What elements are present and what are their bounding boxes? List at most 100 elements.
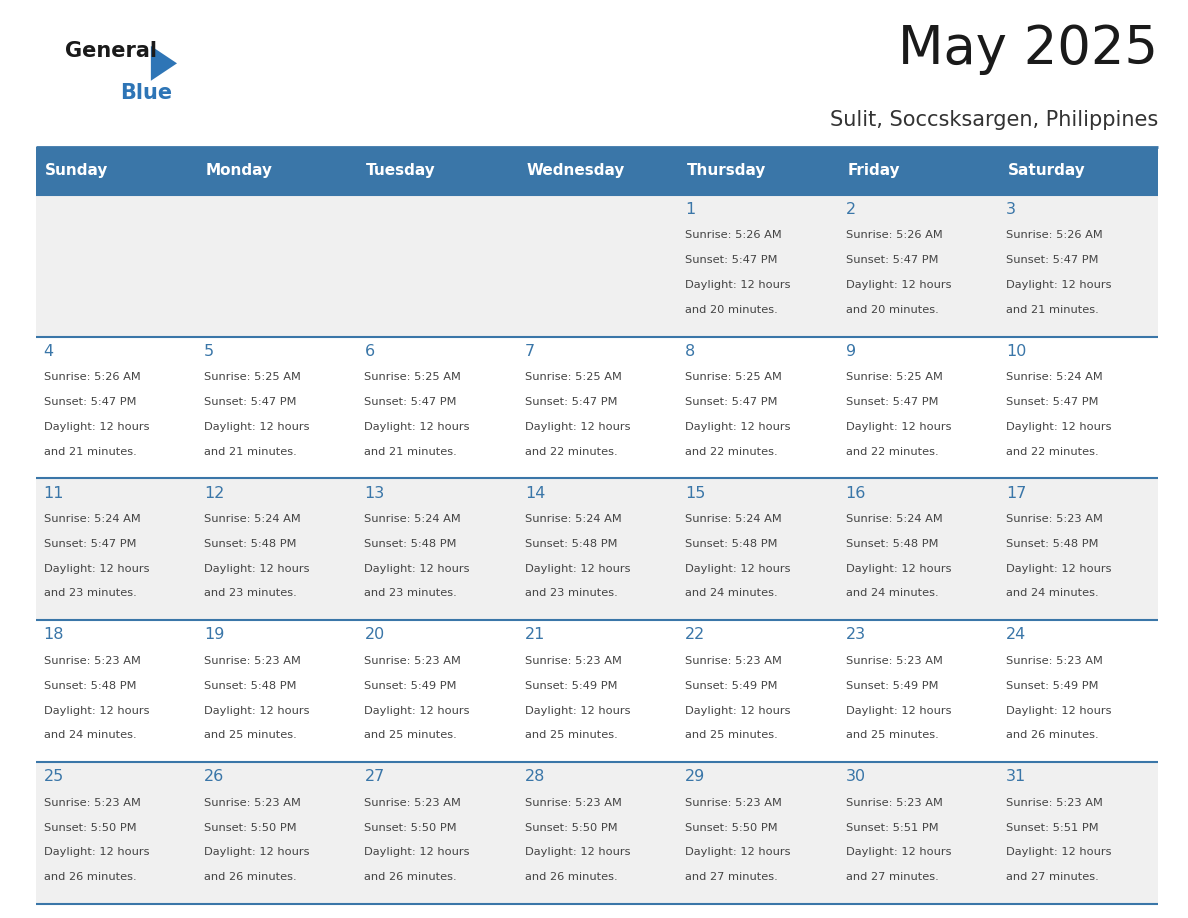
Text: Sunset: 5:47 PM: Sunset: 5:47 PM bbox=[846, 255, 939, 265]
Text: 2: 2 bbox=[846, 202, 855, 217]
Text: Saturday: Saturday bbox=[1007, 163, 1086, 178]
Bar bbox=[36, 478, 1158, 621]
Text: Sunset: 5:47 PM: Sunset: 5:47 PM bbox=[44, 397, 137, 407]
Text: and 27 minutes.: and 27 minutes. bbox=[846, 872, 939, 882]
Text: and 26 minutes.: and 26 minutes. bbox=[204, 872, 297, 882]
Text: 27: 27 bbox=[365, 769, 385, 784]
Text: Daylight: 12 hours: Daylight: 12 hours bbox=[846, 280, 952, 290]
Text: Daylight: 12 hours: Daylight: 12 hours bbox=[1006, 280, 1112, 290]
Text: Sunrise: 5:25 AM: Sunrise: 5:25 AM bbox=[204, 372, 301, 382]
Text: Daylight: 12 hours: Daylight: 12 hours bbox=[525, 706, 631, 715]
Polygon shape bbox=[151, 46, 177, 81]
Text: and 21 minutes.: and 21 minutes. bbox=[204, 446, 297, 456]
Text: Blue: Blue bbox=[120, 83, 172, 103]
Text: Daylight: 12 hours: Daylight: 12 hours bbox=[365, 564, 470, 574]
Text: Sunrise: 5:23 AM: Sunrise: 5:23 AM bbox=[204, 655, 301, 666]
Text: Daylight: 12 hours: Daylight: 12 hours bbox=[525, 421, 631, 431]
Text: Sunrise: 5:23 AM: Sunrise: 5:23 AM bbox=[685, 798, 782, 808]
Text: 10: 10 bbox=[1006, 343, 1026, 359]
Text: Sunrise: 5:23 AM: Sunrise: 5:23 AM bbox=[1006, 655, 1102, 666]
Text: Sunset: 5:50 PM: Sunset: 5:50 PM bbox=[204, 823, 297, 833]
Text: Sunrise: 5:24 AM: Sunrise: 5:24 AM bbox=[365, 514, 461, 524]
Text: Sunset: 5:47 PM: Sunset: 5:47 PM bbox=[685, 255, 778, 265]
Text: 9: 9 bbox=[846, 343, 855, 359]
Text: and 27 minutes.: and 27 minutes. bbox=[1006, 872, 1099, 882]
Bar bbox=[36, 337, 1158, 478]
Bar bbox=[36, 195, 1158, 337]
Text: and 25 minutes.: and 25 minutes. bbox=[365, 731, 457, 741]
Text: and 25 minutes.: and 25 minutes. bbox=[204, 731, 297, 741]
Text: Daylight: 12 hours: Daylight: 12 hours bbox=[685, 280, 791, 290]
Text: 17: 17 bbox=[1006, 486, 1026, 500]
Text: Sunset: 5:47 PM: Sunset: 5:47 PM bbox=[44, 539, 137, 549]
Text: Sunrise: 5:24 AM: Sunrise: 5:24 AM bbox=[1006, 372, 1102, 382]
Text: Daylight: 12 hours: Daylight: 12 hours bbox=[44, 706, 150, 715]
Text: Daylight: 12 hours: Daylight: 12 hours bbox=[685, 847, 791, 857]
Text: Daylight: 12 hours: Daylight: 12 hours bbox=[846, 421, 952, 431]
Text: Daylight: 12 hours: Daylight: 12 hours bbox=[525, 847, 631, 857]
Text: Sunset: 5:48 PM: Sunset: 5:48 PM bbox=[204, 681, 297, 690]
Text: 4: 4 bbox=[44, 343, 53, 359]
Text: Sunrise: 5:23 AM: Sunrise: 5:23 AM bbox=[204, 798, 301, 808]
Text: 31: 31 bbox=[1006, 769, 1026, 784]
Text: 1: 1 bbox=[685, 202, 695, 217]
Text: Sunrise: 5:23 AM: Sunrise: 5:23 AM bbox=[1006, 798, 1102, 808]
Text: 7: 7 bbox=[525, 343, 535, 359]
Text: Sunset: 5:47 PM: Sunset: 5:47 PM bbox=[525, 397, 618, 407]
Text: and 22 minutes.: and 22 minutes. bbox=[685, 446, 778, 456]
Text: Daylight: 12 hours: Daylight: 12 hours bbox=[44, 421, 150, 431]
Text: and 26 minutes.: and 26 minutes. bbox=[525, 872, 618, 882]
Text: Sunrise: 5:23 AM: Sunrise: 5:23 AM bbox=[365, 655, 461, 666]
Text: Sunset: 5:49 PM: Sunset: 5:49 PM bbox=[365, 681, 457, 690]
Text: Sunset: 5:50 PM: Sunset: 5:50 PM bbox=[44, 823, 137, 833]
Text: and 25 minutes.: and 25 minutes. bbox=[846, 731, 939, 741]
Text: and 20 minutes.: and 20 minutes. bbox=[846, 305, 939, 315]
Text: Daylight: 12 hours: Daylight: 12 hours bbox=[44, 847, 150, 857]
Text: Sunrise: 5:24 AM: Sunrise: 5:24 AM bbox=[685, 514, 782, 524]
Text: General: General bbox=[65, 41, 157, 62]
Text: Daylight: 12 hours: Daylight: 12 hours bbox=[1006, 706, 1112, 715]
Text: 22: 22 bbox=[685, 628, 706, 643]
Text: 3: 3 bbox=[1006, 202, 1016, 217]
Text: and 24 minutes.: and 24 minutes. bbox=[44, 731, 137, 741]
Text: Daylight: 12 hours: Daylight: 12 hours bbox=[204, 421, 310, 431]
Text: 28: 28 bbox=[525, 769, 545, 784]
Text: 19: 19 bbox=[204, 628, 225, 643]
Text: and 26 minutes.: and 26 minutes. bbox=[44, 872, 137, 882]
Bar bbox=[517, 147, 677, 195]
Text: Sunset: 5:50 PM: Sunset: 5:50 PM bbox=[685, 823, 778, 833]
Text: Sulit, Soccsksargen, Philippines: Sulit, Soccsksargen, Philippines bbox=[830, 110, 1158, 130]
Text: Daylight: 12 hours: Daylight: 12 hours bbox=[846, 564, 952, 574]
Bar bbox=[196, 147, 356, 195]
Text: Friday: Friday bbox=[847, 163, 899, 178]
Text: and 20 minutes.: and 20 minutes. bbox=[685, 305, 778, 315]
Text: Sunset: 5:51 PM: Sunset: 5:51 PM bbox=[846, 823, 939, 833]
Text: and 25 minutes.: and 25 minutes. bbox=[685, 731, 778, 741]
Text: and 24 minutes.: and 24 minutes. bbox=[846, 588, 939, 599]
Text: and 25 minutes.: and 25 minutes. bbox=[525, 731, 618, 741]
Text: 15: 15 bbox=[685, 486, 706, 500]
Text: Sunset: 5:51 PM: Sunset: 5:51 PM bbox=[1006, 823, 1099, 833]
Text: Sunrise: 5:24 AM: Sunrise: 5:24 AM bbox=[204, 514, 301, 524]
Text: Daylight: 12 hours: Daylight: 12 hours bbox=[685, 421, 791, 431]
Text: Sunrise: 5:23 AM: Sunrise: 5:23 AM bbox=[44, 655, 140, 666]
Text: and 24 minutes.: and 24 minutes. bbox=[1006, 588, 1099, 599]
Bar bbox=[36, 147, 196, 195]
Bar bbox=[356, 147, 517, 195]
Text: 20: 20 bbox=[365, 628, 385, 643]
Text: Sunset: 5:49 PM: Sunset: 5:49 PM bbox=[1006, 681, 1099, 690]
Text: 18: 18 bbox=[44, 628, 64, 643]
Text: Sunrise: 5:23 AM: Sunrise: 5:23 AM bbox=[44, 798, 140, 808]
Text: and 21 minutes.: and 21 minutes. bbox=[44, 446, 137, 456]
Text: Thursday: Thursday bbox=[687, 163, 766, 178]
Text: Daylight: 12 hours: Daylight: 12 hours bbox=[846, 847, 952, 857]
Text: Sunset: 5:48 PM: Sunset: 5:48 PM bbox=[44, 681, 137, 690]
Bar bbox=[36, 621, 1158, 762]
Text: Sunday: Sunday bbox=[45, 163, 108, 178]
Text: 6: 6 bbox=[365, 343, 374, 359]
Text: Daylight: 12 hours: Daylight: 12 hours bbox=[1006, 847, 1112, 857]
Text: Daylight: 12 hours: Daylight: 12 hours bbox=[365, 421, 470, 431]
Text: 13: 13 bbox=[365, 486, 385, 500]
Text: and 26 minutes.: and 26 minutes. bbox=[1006, 731, 1099, 741]
Text: Sunset: 5:48 PM: Sunset: 5:48 PM bbox=[525, 539, 618, 549]
